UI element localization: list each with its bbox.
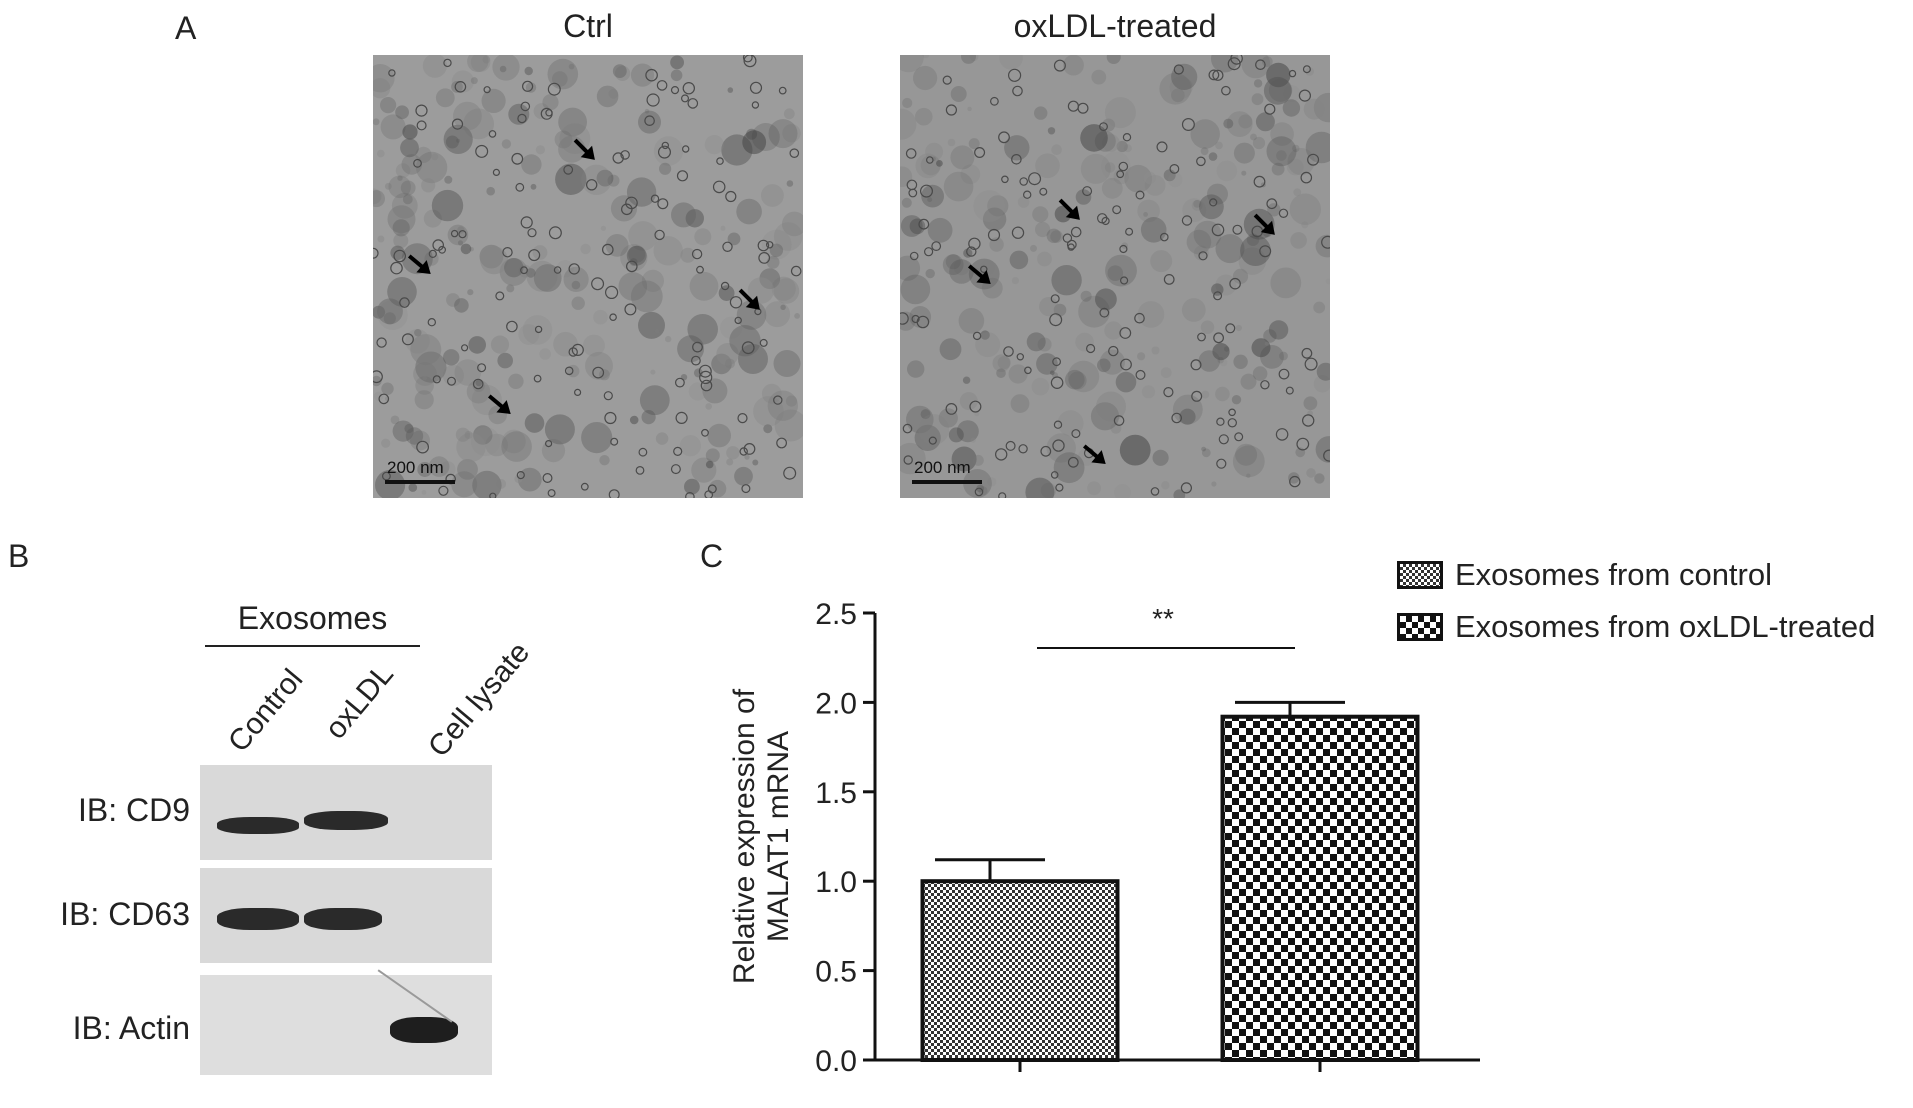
arrow-marker [573,138,595,160]
band-cd63-oxldl [304,908,382,930]
legend-label-control: Exosomes from control [1455,557,1772,592]
em-title-oxldl: oxLDL-treated [1013,8,1217,44]
blot-scratch [377,969,453,1023]
blot-cd9 [200,765,492,860]
scale-bar-oxldl [912,480,982,484]
band-cd63-control [217,908,299,930]
legend-item-control: Exosomes from control [1397,557,1772,593]
arrow-marker [407,254,431,274]
arrow-marker [738,288,760,310]
blot-label-cd9: IB: CD9 [77,792,190,828]
y-axis-label: Relative expression ofMALAT1 mRNA [728,688,795,984]
lane-label-oxldl: oxLDL [318,657,400,746]
em-title-ctrl: Ctrl [563,8,613,44]
bar-chart: 0.0 0.5 1.0 1.5 2.0 2.5 Relative expression of… [728,598,1480,1078]
scale-bar-ctrl [385,480,455,484]
arrow-marker [1082,444,1106,464]
y-tick-label: 2.5 [815,598,857,631]
lane-label-control: Control [221,663,310,759]
significance-marker: ** [1152,603,1174,634]
arrow-marker [967,264,991,284]
scale-label-ctrl: 200 nm [387,458,444,477]
y-tick-label: 0.5 [815,956,857,989]
panel-a-letter: A [175,10,197,46]
blot-label-cd63: IB: CD63 [60,896,190,932]
panel-b-letter: B [8,538,30,574]
bar-oxldl [1220,714,1420,1062]
arrow-marker [487,394,511,414]
em-image-oxldl [900,55,1330,498]
blot-actin [200,969,492,1075]
panel-c-letter: C [700,538,724,574]
blot-cd63 [200,868,492,963]
legend-label-oxldl: Exosomes from oxLDL-treated [1455,609,1876,644]
band-cd9-oxldl [304,811,388,830]
exosomes-label: Exosomes [237,600,388,636]
y-tick-label: 0.0 [815,1045,857,1078]
band-cd9-control [217,817,299,834]
y-tick-label: 2.0 [815,687,857,720]
blot-label-actin: IB: Actin [72,1010,190,1046]
scale-label-oxldl: 200 nm [914,458,971,477]
em-image-ctrl [373,55,803,498]
y-tick-label: 1.5 [815,777,857,810]
arrow-marker [1058,198,1080,220]
chart-area: 0.0 0.5 1.0 1.5 2.0 2.5 Relative expression of… [700,560,1913,1103]
y-tick-label: 1.0 [815,866,857,899]
band-actin-cell-lysate [390,1017,458,1043]
legend-item-oxldl: Exosomes from oxLDL-treated [1397,609,1875,645]
arrow-marker [1253,213,1275,235]
exosomes-bracket-line [205,645,420,647]
legend-swatch-control [1397,561,1443,589]
bar-control [920,879,1120,1063]
legend-swatch-oxldl [1397,613,1443,641]
lane-label-cell-lysate: Cell lysate [421,636,537,764]
